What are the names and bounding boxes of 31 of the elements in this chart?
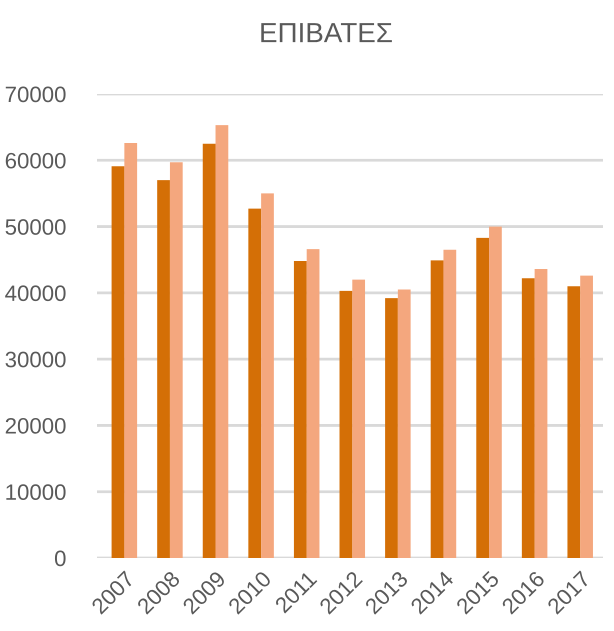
- bar: [352, 280, 366, 558]
- bar: [340, 290, 352, 558]
- bar: [567, 286, 580, 558]
- bar: [124, 143, 138, 558]
- bar: [430, 260, 444, 558]
- bar: [294, 261, 307, 558]
- y-tick-label: 50000: [6, 219, 66, 235]
- bar: [248, 208, 262, 558]
- y-tick-label: 20000: [6, 418, 66, 434]
- bar: [202, 144, 216, 558]
- y-tick-label: 60000: [6, 152, 66, 169]
- bar: [534, 268, 548, 558]
- y-tick-label: 10000: [6, 484, 66, 500]
- bar: [443, 250, 456, 558]
- bar: [157, 180, 170, 558]
- bar: [306, 249, 320, 558]
- bar: [522, 278, 535, 558]
- y-tick-label: 0: [54, 550, 66, 566]
- y-tick-label: 70000: [6, 86, 66, 102]
- y-tick-label: 30000: [6, 352, 66, 368]
- bar: [398, 290, 411, 558]
- bar: [216, 125, 228, 558]
- bar: [170, 162, 183, 558]
- bar: [112, 166, 124, 558]
- bar: [385, 298, 398, 558]
- bar: [476, 238, 490, 558]
- bar: [580, 276, 593, 558]
- bar: [261, 193, 274, 558]
- chart-title: ΕΠΙΒΑΤΕΣ: [261, 23, 392, 42]
- bar: [489, 226, 502, 558]
- y-tick-label: 40000: [5, 285, 66, 302]
